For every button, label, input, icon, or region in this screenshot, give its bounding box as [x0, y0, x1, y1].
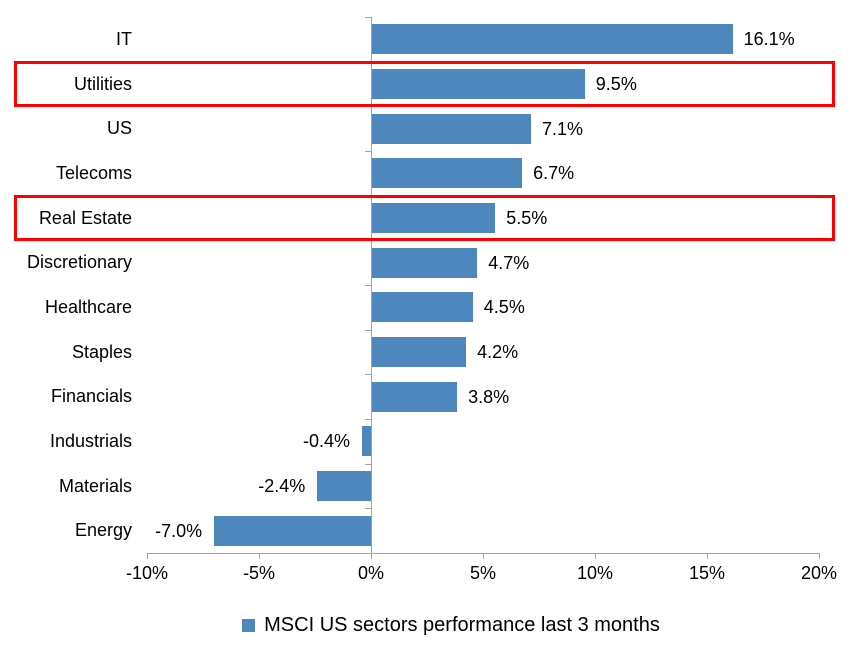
category-label: Staples [71, 341, 132, 362]
x-axis-tick [483, 553, 484, 559]
legend-square-marker [242, 618, 256, 632]
x-axis-tick-label: 0% [357, 563, 384, 583]
x-axis-tick [259, 553, 260, 559]
bar-value-label: -0.4% [303, 431, 351, 452]
legend-label: MSCI US sectors performance last 3 month… [264, 614, 660, 636]
bar [372, 292, 473, 323]
bar [372, 113, 532, 144]
bar [372, 337, 467, 367]
bar [372, 247, 478, 278]
bar [372, 24, 733, 55]
bar-value-label: 9.5% [595, 74, 637, 94]
bar [372, 69, 585, 99]
category-label: US [106, 118, 132, 139]
bar [214, 515, 371, 546]
x-axis-tick [147, 553, 148, 559]
bar [372, 158, 523, 189]
bar [362, 426, 371, 457]
x-axis-tick-label: 20% [800, 563, 838, 583]
category-label: Healthcare [44, 297, 132, 317]
y-axis-tick [365, 508, 372, 510]
bar-value-label: -7.0% [155, 520, 203, 541]
y-axis-tick [365, 374, 372, 376]
x-axis-tick [371, 553, 372, 559]
category-label: IT [116, 29, 132, 49]
category-label: Discretionary [26, 252, 132, 273]
bar-value-label: 4.7% [488, 252, 530, 273]
bar-value-label: -2.4% [258, 476, 306, 496]
y-axis-tick [365, 463, 372, 465]
bar-value-label: 5.5% [506, 208, 548, 228]
y-axis-line [371, 17, 372, 553]
x-axis-tick-label: 10% [576, 563, 614, 583]
x-axis-tick [819, 553, 820, 559]
category-label: Real Estate [38, 207, 132, 228]
bar [317, 471, 371, 501]
bar [372, 381, 458, 412]
category-label: Utilities [73, 73, 132, 94]
y-axis-tick [365, 329, 372, 331]
category-label: Telecoms [55, 163, 132, 183]
x-axis-tick-label: 5% [469, 563, 496, 583]
category-label: Materials [58, 475, 132, 496]
x-axis-tick-label: -10% [125, 563, 169, 583]
category-label: Industrials [49, 431, 132, 451]
bar-value-label: 16.1% [743, 29, 795, 50]
y-axis-tick [365, 419, 372, 420]
category-label: Financials [50, 386, 132, 407]
bar-value-label: 6.7% [533, 163, 575, 184]
bar-value-label: 3.8% [468, 386, 510, 407]
bar [372, 203, 496, 233]
y-axis-tick [365, 17, 372, 18]
chart-legend: MSCI US sectors performance last 3 month… [25, 611, 852, 639]
category-label: Energy [74, 520, 132, 541]
x-axis-tick-label: -5% [242, 563, 275, 583]
bar-value-label: 4.2% [477, 342, 519, 362]
x-axis-tick [595, 553, 596, 559]
y-axis-tick [365, 151, 372, 152]
x-axis-tick-label: 15% [688, 563, 726, 583]
bar-value-label: 7.1% [542, 118, 584, 139]
bar-value-label: 4.5% [483, 297, 525, 318]
x-axis-tick [707, 553, 708, 559]
y-axis-tick [365, 285, 372, 286]
